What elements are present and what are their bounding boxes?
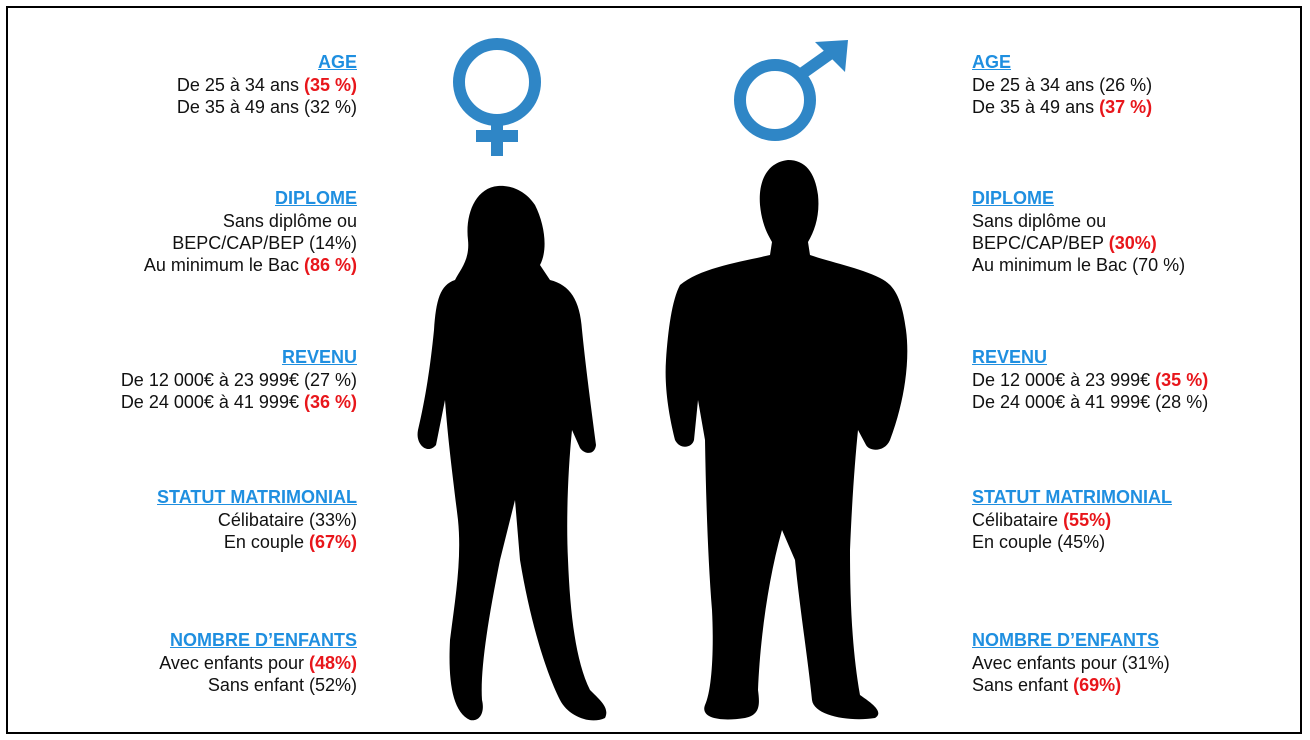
line-text: De 35 à 49 ans	[972, 97, 1094, 117]
line-value: (31%)	[1122, 653, 1170, 673]
line-value: (28 %)	[1155, 392, 1208, 412]
line-text: De 24 000€ à 41 999€	[121, 392, 299, 412]
line-text: De 25 à 34 ans	[177, 75, 299, 95]
info-line: De 24 000€ à 41 999€ (28 %)	[972, 391, 1208, 413]
section-title: DIPLOME	[972, 186, 1185, 210]
line-text: De 12 000€ à 23 999€	[972, 370, 1150, 390]
info-line: Célibataire (33%)	[157, 509, 357, 531]
line-value: (35 %)	[1155, 370, 1208, 390]
line-value: (55%)	[1063, 510, 1111, 530]
section-title: AGE	[177, 50, 357, 74]
info-line: Sans enfant (52%)	[159, 674, 357, 696]
line-value: (69%)	[1073, 675, 1121, 695]
line-text: Sans enfant	[208, 675, 304, 695]
info-line: De 24 000€ à 41 999€ (36 %)	[121, 391, 357, 413]
info-line: De 25 à 34 ans (26 %)	[972, 74, 1152, 96]
info-line: Avec enfants pour (31%)	[972, 652, 1170, 674]
section-title: STATUT MATRIMONIAL	[157, 485, 357, 509]
info-line: Au minimum le Bac (86 %)	[144, 254, 357, 276]
section-title: NOMBRE D’ENFANTS	[159, 628, 357, 652]
info-line: Sans diplôme ou	[144, 210, 357, 232]
section-title: AGE	[972, 50, 1152, 74]
line-text: Célibataire	[972, 510, 1058, 530]
line-text: De 24 000€ à 41 999€	[972, 392, 1150, 412]
info-line: Sans diplôme ou	[972, 210, 1185, 232]
line-text: En couple	[224, 532, 304, 552]
line-text: Avec enfants pour	[159, 653, 304, 673]
info-line: De 12 000€ à 23 999€ (27 %)	[121, 369, 357, 391]
section-title: REVENU	[121, 345, 357, 369]
info-line: Au minimum le Bac (70 %)	[972, 254, 1185, 276]
info-line: BEPC/CAP/BEP (14%)	[144, 232, 357, 254]
info-line: De 35 à 49 ans (37 %)	[972, 96, 1152, 118]
info-line: Célibataire (55%)	[972, 509, 1172, 531]
info-line: En couple (45%)	[972, 531, 1172, 553]
line-text: En couple	[972, 532, 1052, 552]
line-value: (30%)	[1109, 233, 1157, 253]
line-text: De 25 à 34 ans	[972, 75, 1094, 95]
section-title: REVENU	[972, 345, 1208, 369]
info-line: Avec enfants pour (48%)	[159, 652, 357, 674]
female-symbol	[459, 44, 535, 156]
section-title: STATUT MATRIMONIAL	[972, 485, 1172, 509]
line-value: (27 %)	[304, 370, 357, 390]
line-text: Célibataire	[218, 510, 304, 530]
line-text: Avec enfants pour	[972, 653, 1117, 673]
info-line: Sans enfant (69%)	[972, 674, 1170, 696]
line-text: De 12 000€ à 23 999€	[121, 370, 299, 390]
line-text: Au minimum le Bac	[972, 255, 1127, 275]
info-line: De 35 à 49 ans (32 %)	[177, 96, 357, 118]
line-value: (35 %)	[304, 75, 357, 95]
line-value: (86 %)	[304, 255, 357, 275]
info-line: En couple (67%)	[157, 531, 357, 553]
page: AGEDe 25 à 34 ans (35 %)De 35 à 49 ans (…	[0, 0, 1310, 740]
line-text: BEPC/CAP/BEP	[972, 233, 1104, 253]
line-value: (70 %)	[1132, 255, 1185, 275]
line-value: (67%)	[309, 532, 357, 552]
line-text: Sans diplôme ou	[223, 211, 357, 231]
line-text: Sans enfant	[972, 675, 1068, 695]
line-text: De 35 à 49 ans	[177, 97, 299, 117]
info-line: BEPC/CAP/BEP (30%)	[972, 232, 1185, 254]
line-value: (26 %)	[1099, 75, 1152, 95]
man-silhouette	[666, 160, 908, 719]
section-title: NOMBRE D’ENFANTS	[972, 628, 1170, 652]
line-value: (37 %)	[1099, 97, 1152, 117]
line-text: Au minimum le Bac	[144, 255, 299, 275]
info-line: De 12 000€ à 23 999€ (35 %)	[972, 369, 1208, 391]
line-text: BEPC/CAP/BEP	[172, 233, 304, 253]
line-value: (14%)	[309, 233, 357, 253]
woman-silhouette	[418, 186, 607, 721]
line-value: (36 %)	[304, 392, 357, 412]
info-line: De 25 à 34 ans (35 %)	[177, 74, 357, 96]
line-value: (33%)	[309, 510, 357, 530]
section-title: DIPLOME	[144, 186, 357, 210]
line-value: (45%)	[1057, 532, 1105, 552]
line-value: (52%)	[309, 675, 357, 695]
line-value: (32 %)	[304, 97, 357, 117]
line-value: (48%)	[309, 653, 357, 673]
male-symbol	[740, 40, 848, 135]
line-text: Sans diplôme ou	[972, 211, 1106, 231]
